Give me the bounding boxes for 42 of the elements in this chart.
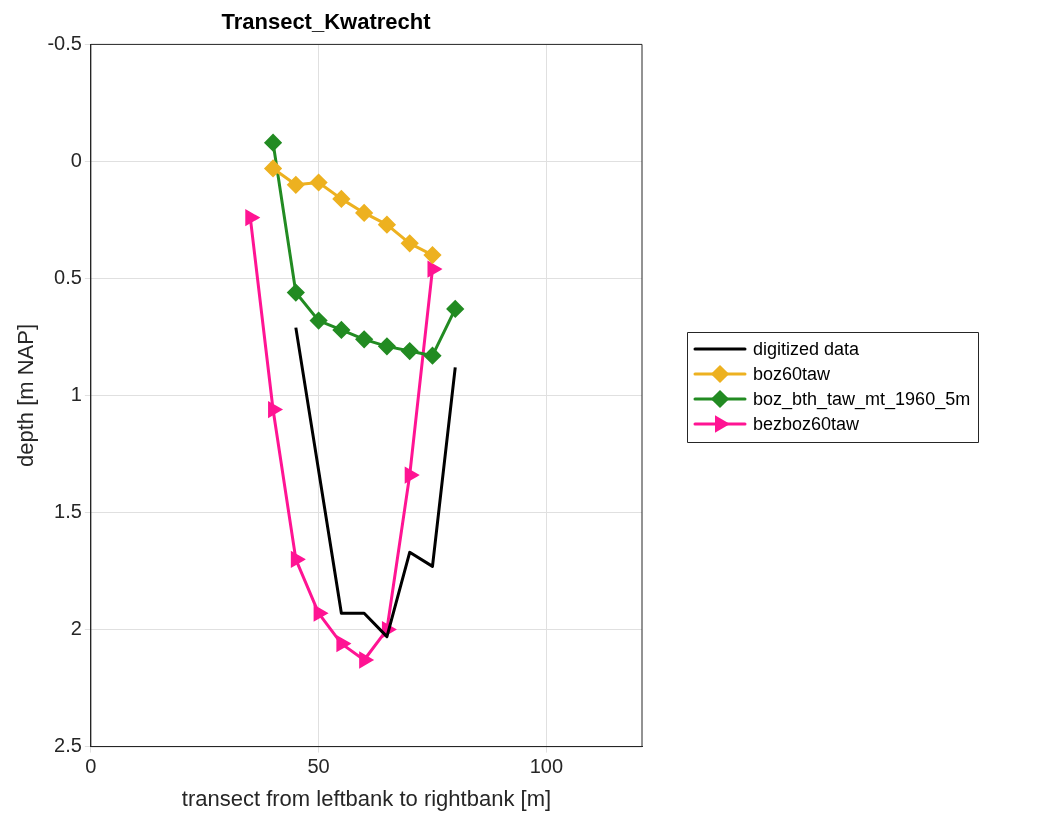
x-axis-title: transect from leftbank to rightbank [m]	[181, 785, 552, 811]
point	[423, 246, 441, 264]
point	[268, 401, 282, 418]
y-tick-label: 2	[70, 617, 82, 640]
point	[446, 300, 464, 318]
point	[401, 342, 419, 360]
point	[332, 321, 350, 339]
y-tick-label: 2.5	[54, 734, 82, 757]
legend-label: bezboz60taw	[753, 413, 861, 434]
point	[378, 337, 396, 355]
point	[245, 210, 259, 226]
point	[287, 176, 305, 194]
y-tick-label: 1	[70, 383, 82, 406]
point	[332, 190, 350, 208]
y-axis-title: depth [m NAP]	[13, 323, 39, 468]
x-tick-label: 50	[307, 755, 330, 778]
point	[290, 551, 305, 567]
point	[287, 284, 305, 302]
point	[310, 312, 328, 330]
legend-label: boz60taw	[753, 363, 832, 384]
x-tick-label: 100	[529, 755, 564, 778]
y-tick-label: 1.5	[54, 500, 82, 523]
point	[378, 216, 396, 234]
point	[310, 174, 328, 191]
point	[313, 605, 328, 621]
y-tick-label: -0.5	[47, 31, 82, 54]
legend-label: boz_bth_taw_mt_1960_5m	[753, 388, 971, 410]
point	[401, 234, 419, 252]
point	[427, 261, 441, 277]
point	[264, 159, 282, 177]
point	[336, 636, 350, 652]
point	[264, 134, 282, 152]
legend-label: digitized data	[753, 338, 861, 359]
x-tick-label: 0	[85, 755, 97, 778]
point	[404, 467, 419, 483]
point	[359, 652, 373, 668]
y-tick-label: 0.5	[54, 265, 82, 288]
y-tick-label: 0	[70, 148, 82, 171]
point	[423, 347, 441, 365]
point	[355, 330, 373, 348]
chart-title: Transect_Kwatrecht	[221, 9, 432, 35]
point	[355, 204, 373, 222]
